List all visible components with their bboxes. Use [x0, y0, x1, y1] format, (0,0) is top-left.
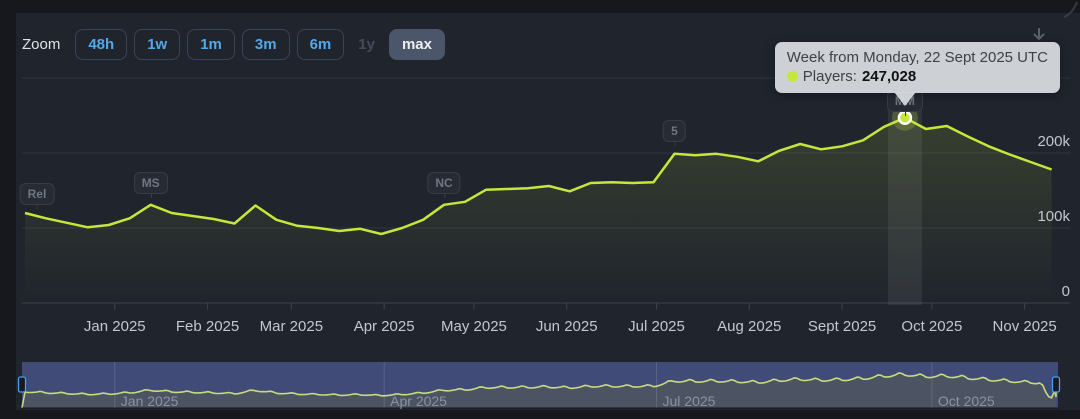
series-color-dot-icon: [786, 71, 798, 82]
x-axis-label: Jun 2025: [535, 318, 598, 335]
tooltip-players-value: 247,028: [861, 68, 917, 85]
zoom-button-3m[interactable]: 3m: [241, 29, 290, 60]
x-axis-label: Jul 2025: [628, 318, 685, 335]
x-axis-label: Mar 2025: [259, 318, 324, 335]
x-axis-label: Oct 2025: [901, 318, 963, 335]
navigator-axis-label: Jan 2025: [120, 393, 179, 409]
tooltip-date-title: Week from Monday, 22 Sept 2025 UTC: [786, 49, 1048, 66]
zoom-button-1m[interactable]: 1m: [187, 29, 235, 60]
x-axis-label: Aug 2025: [717, 318, 782, 335]
navigator-axis-label: Jul 2025: [662, 393, 716, 409]
tooltip-callout-arrow: [893, 92, 916, 106]
navigator-axis-label: Apr 2025: [390, 393, 447, 409]
event-flag-MS[interactable]: MS: [133, 172, 168, 198]
navigator-right-handle[interactable]: [1051, 376, 1061, 393]
download-chart-icon[interactable]: [1028, 26, 1050, 48]
x-axis-label: May 2025: [441, 318, 507, 335]
x-axis-label: Jan 2025: [83, 318, 146, 335]
players-series-line: [24, 116, 1053, 236]
y-axis-label: 100k: [1037, 208, 1070, 225]
players-area-fill: [25, 117, 1052, 303]
chart-tooltip: Week from Monday, 22 Sept 2025 UTC Playe…: [774, 42, 1060, 106]
tooltip-players-row: Players: 247,028: [786, 67, 1048, 86]
x-axis-label: Feb 2025: [175, 318, 240, 335]
x-axis-label: Nov 2025: [992, 318, 1057, 335]
zoom-button-max[interactable]: max: [388, 29, 445, 60]
event-flag-Rel[interactable]: Rel: [19, 183, 55, 209]
zoom-button-1y[interactable]: 1y: [351, 29, 382, 60]
tooltip-series-label: Players:: [802, 68, 857, 85]
y-axis-label: 200k: [1037, 133, 1070, 150]
navigator-area-fill: [22, 372, 1056, 408]
corner-glyph-artifact: [1063, 1, 1078, 18]
zoom-button-1w[interactable]: 1w: [134, 29, 181, 60]
x-axis-label: Sept 2025: [807, 318, 877, 335]
zoom-label: Zoom: [22, 36, 61, 53]
zoom-range-selector: Zoom 48h 1w 1m 3m 6m 1y max: [22, 29, 445, 60]
navigator-series-line: [21, 372, 1057, 408]
zoom-button-6m[interactable]: 6m: [296, 29, 345, 60]
navigator-axis-label: Oct 2025: [937, 393, 995, 409]
zoom-button-48h[interactable]: 48h: [75, 29, 128, 60]
navigator-left-handle[interactable]: [17, 376, 27, 393]
event-flag-NC[interactable]: NC: [427, 172, 461, 198]
event-flag-5[interactable]: 5: [663, 120, 686, 146]
y-axis-label: 0: [1061, 283, 1070, 300]
x-axis-label: Apr 2025: [353, 318, 415, 335]
